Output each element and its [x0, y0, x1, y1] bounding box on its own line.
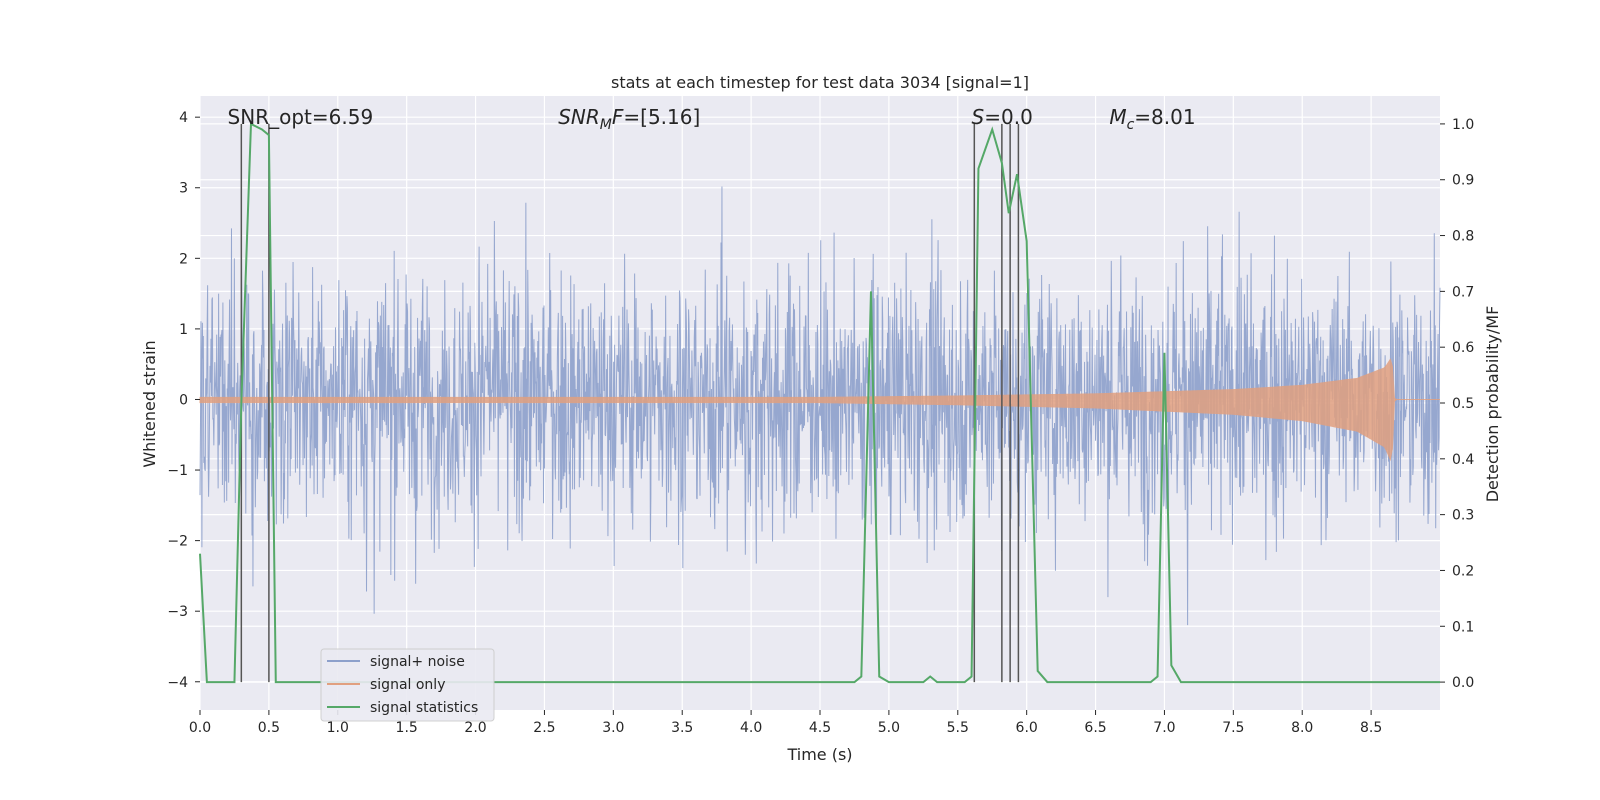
x-tick-label: 4.5 [809, 720, 831, 736]
y-left-tick-label: 1 [179, 322, 188, 338]
y-right-tick-label: 0.6 [1452, 340, 1474, 356]
signal-only-fill [199, 358, 1440, 462]
annotations: SNR_opt=6.59 SNRMF=[5.16] S=0.0 Mc=8.01 [228, 105, 1196, 133]
x-tick-label: 5.5 [947, 720, 969, 736]
x-tick-label: 5.0 [878, 720, 900, 736]
x-tick-label: 2.0 [464, 720, 486, 736]
x-tick-label: 1.0 [327, 720, 349, 736]
x-tick-label: 7.0 [1153, 720, 1175, 736]
signal-noise-line [199, 186, 1441, 626]
annotation-mc: Mc=8.01 [1109, 105, 1195, 133]
signal-statistics-series [199, 122, 1440, 684]
y-right-tick-label: 0.8 [1452, 229, 1474, 245]
x-axis-label: Time (s) [786, 745, 852, 764]
y-left-tick-label: −3 [167, 604, 188, 620]
y-axis-right-label: Detection probability/MF [1483, 306, 1502, 503]
annotation-s: S=0.0 [972, 105, 1033, 129]
y-right-tick-label: 0.1 [1452, 619, 1474, 635]
y-left-tick-label: −2 [167, 534, 188, 550]
x-tick-label: 3.0 [602, 720, 624, 736]
annotation-snr-mf: SNRMF=[5.16] [558, 105, 700, 133]
y-axis-right-ticks: 1.0 0.9 0.8 0.7 0.6 0.5 0.4 0.3 0.2 0.1 0.0 [1440, 117, 1474, 691]
chart-title: stats at each timestep for test data 303… [611, 73, 1029, 92]
y-left-tick-label: −4 [167, 675, 188, 691]
y-axis-left-ticks: 4 3 2 1 0 −1 −2 −3 −4 [167, 110, 200, 691]
y-right-tick-label: 0.9 [1452, 173, 1474, 189]
y-axis-left-label: Whitened strain [140, 340, 159, 467]
y-left-tick-label: 4 [179, 110, 188, 126]
x-tick-label: 6.5 [1084, 720, 1106, 736]
y-right-tick-label: 1.0 [1452, 117, 1474, 133]
x-tick-label: 3.5 [671, 720, 693, 736]
x-tick-label: 2.5 [533, 720, 555, 736]
y-right-tick-label: 0.5 [1452, 396, 1474, 412]
legend-label-signal-noise: signal+ noise [370, 654, 465, 670]
x-tick-label: 7.5 [1222, 720, 1244, 736]
y-right-tick-label: 0.0 [1452, 675, 1474, 691]
x-axis-ticks: 0.0 0.5 1.0 1.5 2.0 2.5 3.0 3.5 4.0 4.5 5.0 5.5 6.0 6… [189, 710, 1382, 736]
x-tick-label: 4.0 [740, 720, 762, 736]
x-tick-label: 8.0 [1291, 720, 1313, 736]
x-tick-label: 8.5 [1360, 720, 1382, 736]
x-tick-label: 0.5 [258, 720, 280, 736]
legend: signal+ noise signal only signal statist… [320, 648, 495, 722]
legend-label-signal-only: signal only [370, 677, 445, 693]
y-left-tick-label: 3 [179, 181, 188, 197]
annotation-snr-opt: SNR_opt=6.59 [228, 105, 374, 129]
y-right-tick-label: 0.4 [1452, 452, 1474, 468]
y-right-tick-label: 0.7 [1452, 284, 1474, 300]
y-right-tick-label: 0.3 [1452, 508, 1474, 524]
signal-only-series [199, 358, 1440, 462]
legend-label-signal-statistics: signal statistics [370, 700, 478, 716]
y-left-tick-label: 2 [179, 251, 188, 267]
x-tick-label: 1.5 [396, 720, 418, 736]
signal-noise-series [199, 186, 1441, 626]
legend-box [320, 648, 495, 722]
signal-statistics-line [199, 122, 1440, 684]
y-left-tick-label: 0 [179, 392, 188, 408]
y-right-tick-label: 0.2 [1452, 563, 1474, 579]
y-left-tick-label: −1 [167, 463, 188, 479]
x-tick-label: 6.0 [1016, 720, 1038, 736]
x-tick-label: 0.0 [189, 720, 211, 736]
